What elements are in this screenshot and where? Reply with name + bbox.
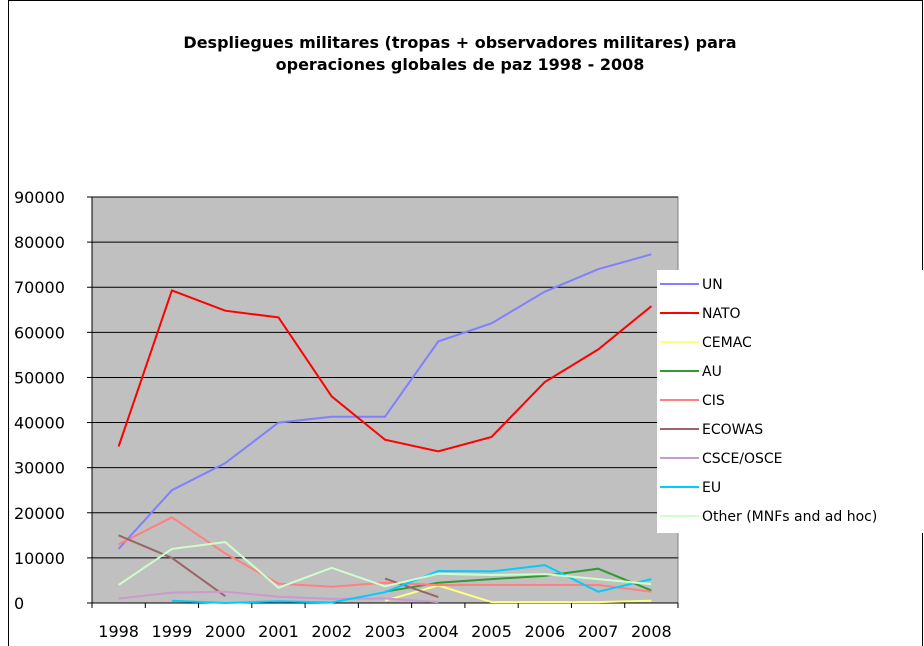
legend-label: ECOWAS bbox=[702, 422, 763, 438]
y-tick-label: 80000 bbox=[14, 233, 65, 252]
legend bbox=[657, 270, 923, 533]
series-line bbox=[171, 564, 652, 605]
legend-label: EU bbox=[702, 480, 721, 496]
y-tick-label: 20000 bbox=[14, 504, 65, 523]
x-tick-label: 1999 bbox=[152, 622, 193, 641]
plot-area bbox=[91, 196, 679, 604]
x-tick-label: 2004 bbox=[418, 622, 459, 641]
legend-label: CSCE/OSCE bbox=[702, 451, 783, 467]
legend-label: UN bbox=[702, 277, 723, 293]
series-line bbox=[118, 534, 439, 599]
legend-label: AU bbox=[702, 364, 722, 380]
series-line bbox=[384, 584, 652, 604]
legend-label: CIS bbox=[702, 393, 725, 409]
y-tick-label: 90000 bbox=[14, 188, 65, 207]
chart-title: Despliegues militares (tropas + observad… bbox=[183, 33, 737, 74]
series-line bbox=[117, 253, 652, 550]
x-tick-label: 2002 bbox=[311, 622, 352, 641]
x-tick-label: 2000 bbox=[205, 622, 246, 641]
y-tick-label: 50000 bbox=[14, 368, 65, 387]
y-tick-label: 30000 bbox=[14, 459, 65, 478]
legend-label: NATO bbox=[702, 306, 741, 322]
legend-label: Other (MNFs and ad hoc) bbox=[702, 509, 877, 525]
x-tick-label: 2006 bbox=[524, 622, 565, 641]
x-tick-label: 2008 bbox=[631, 622, 672, 641]
x-tick-label: 1998 bbox=[98, 622, 139, 641]
x-tick-label: 2007 bbox=[578, 622, 619, 641]
series-line bbox=[118, 516, 652, 593]
legend-label: CEMAC bbox=[702, 335, 752, 351]
y-tick-label: 70000 bbox=[14, 278, 65, 297]
x-tick-label: 2005 bbox=[471, 622, 512, 641]
series-line bbox=[117, 289, 653, 453]
x-tick-label: 2001 bbox=[258, 622, 299, 641]
y-tick-label: 0 bbox=[14, 594, 24, 613]
y-tick-label: 60000 bbox=[14, 323, 65, 342]
y-tick-label: 40000 bbox=[14, 414, 65, 433]
series-line bbox=[118, 541, 652, 589]
x-tick-label: 2003 bbox=[365, 622, 406, 641]
series-line bbox=[118, 590, 439, 604]
y-tick-label: 10000 bbox=[14, 549, 65, 568]
